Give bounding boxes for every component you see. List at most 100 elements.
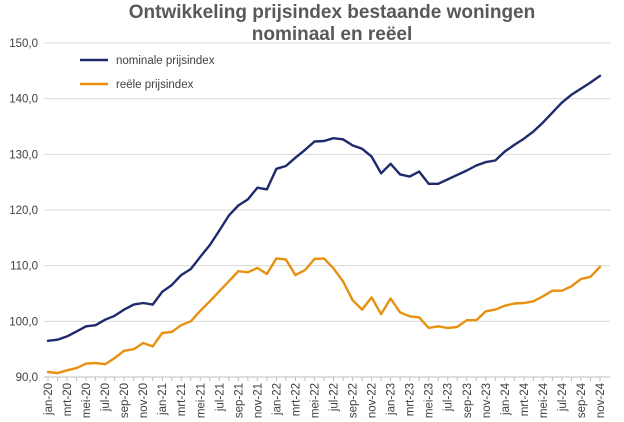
x-tick-label: nov-23 xyxy=(481,383,493,418)
data-point xyxy=(247,198,249,201)
data-point xyxy=(313,140,316,143)
data-point xyxy=(561,289,563,292)
x-tick-label: sep-21 xyxy=(233,383,245,418)
y-tick-label: 120,0 xyxy=(9,205,38,217)
data-point xyxy=(85,362,87,365)
legend: nominale prijsindex reële prijsindex xyxy=(80,55,215,91)
data-point xyxy=(513,144,516,146)
data-point xyxy=(323,257,325,260)
data-point xyxy=(304,149,306,151)
x-tick-label: sep-22 xyxy=(348,383,360,418)
data-point xyxy=(427,327,430,329)
data-point xyxy=(589,275,592,278)
data-point xyxy=(484,161,487,164)
legend-label-nominaal: nominale prijsindex xyxy=(116,55,215,67)
data-point xyxy=(218,290,221,293)
y-tick-label: 110,0 xyxy=(10,261,38,273)
data-point xyxy=(380,313,382,315)
data-point xyxy=(256,267,259,269)
data-point xyxy=(570,285,573,288)
data-point xyxy=(113,357,116,359)
data-point xyxy=(227,214,230,217)
y-axis: 90,0 100,0 110,0 120,0 130,0 140,0 150,0 xyxy=(9,38,38,384)
data-point xyxy=(561,101,563,104)
data-point xyxy=(399,173,401,176)
data-point xyxy=(237,270,240,273)
x-tick-label: jan-20 xyxy=(43,383,55,416)
data-point xyxy=(266,273,268,275)
data-point xyxy=(418,170,421,173)
y-tick-label: 130,0 xyxy=(9,149,38,161)
data-point xyxy=(389,162,392,165)
data-point xyxy=(484,310,487,313)
data-point xyxy=(570,93,573,96)
data-point xyxy=(332,137,335,140)
data-point xyxy=(132,303,135,306)
x-tick-label: mrt-22 xyxy=(290,383,302,416)
x-tick-label: jul-21 xyxy=(214,383,226,412)
data-point xyxy=(503,150,506,153)
data-point xyxy=(380,172,382,175)
data-point xyxy=(465,319,468,322)
x-tick-label: nov-22 xyxy=(367,383,379,418)
data-point xyxy=(389,297,392,300)
data-point xyxy=(494,308,497,311)
x-tick-label: mrt-24 xyxy=(519,382,531,416)
data-point xyxy=(342,280,344,283)
data-point xyxy=(275,257,278,260)
data-point xyxy=(523,302,525,304)
data-point xyxy=(304,269,306,271)
data-point xyxy=(351,299,354,302)
data-point xyxy=(208,300,211,303)
x-tick-label: mei-21 xyxy=(195,383,207,418)
data-point xyxy=(513,302,516,305)
data-point xyxy=(532,130,535,133)
data-point xyxy=(599,74,601,77)
data-point xyxy=(142,302,145,304)
data-point xyxy=(161,290,164,293)
data-point xyxy=(189,268,192,270)
data-point xyxy=(503,304,506,307)
x-tick-label: nov-24 xyxy=(595,382,607,418)
plot-area xyxy=(46,74,602,375)
data-point xyxy=(437,325,440,328)
data-point xyxy=(475,164,478,167)
data-point xyxy=(266,188,268,191)
x-tick-label: nov-20 xyxy=(138,383,150,418)
data-point xyxy=(170,284,173,286)
data-point xyxy=(218,229,221,232)
legend-label-reeel: reële prijsindex xyxy=(116,79,194,91)
x-tick-label: sep-23 xyxy=(462,383,474,418)
data-point xyxy=(161,332,164,334)
data-point xyxy=(104,318,106,321)
data-point xyxy=(465,169,468,172)
data-point xyxy=(494,159,497,162)
x-tick-label: mei-22 xyxy=(309,383,321,418)
data-point xyxy=(104,363,106,366)
data-point xyxy=(456,174,459,176)
data-point xyxy=(142,342,145,344)
data-point xyxy=(418,316,421,319)
data-point xyxy=(370,155,373,158)
data-point xyxy=(75,330,78,333)
x-tick-label: jul-24 xyxy=(557,382,569,412)
data-point xyxy=(66,369,68,372)
data-point xyxy=(47,339,49,342)
data-point xyxy=(151,303,154,306)
x-tick-label: mei-23 xyxy=(424,383,436,418)
data-point xyxy=(285,165,287,167)
data-point xyxy=(580,87,582,90)
x-tick-label: mrt-21 xyxy=(176,383,188,416)
data-point xyxy=(342,138,344,141)
data-point xyxy=(94,324,97,327)
x-tick-label: sep-20 xyxy=(119,383,131,418)
data-point xyxy=(532,300,535,303)
data-point xyxy=(94,362,97,364)
data-point xyxy=(47,371,49,373)
data-point xyxy=(180,324,183,327)
x-tick-label: jul-20 xyxy=(100,383,112,412)
x-tick-label: nov-21 xyxy=(252,383,264,418)
data-point xyxy=(323,140,325,142)
data-point xyxy=(275,167,278,170)
